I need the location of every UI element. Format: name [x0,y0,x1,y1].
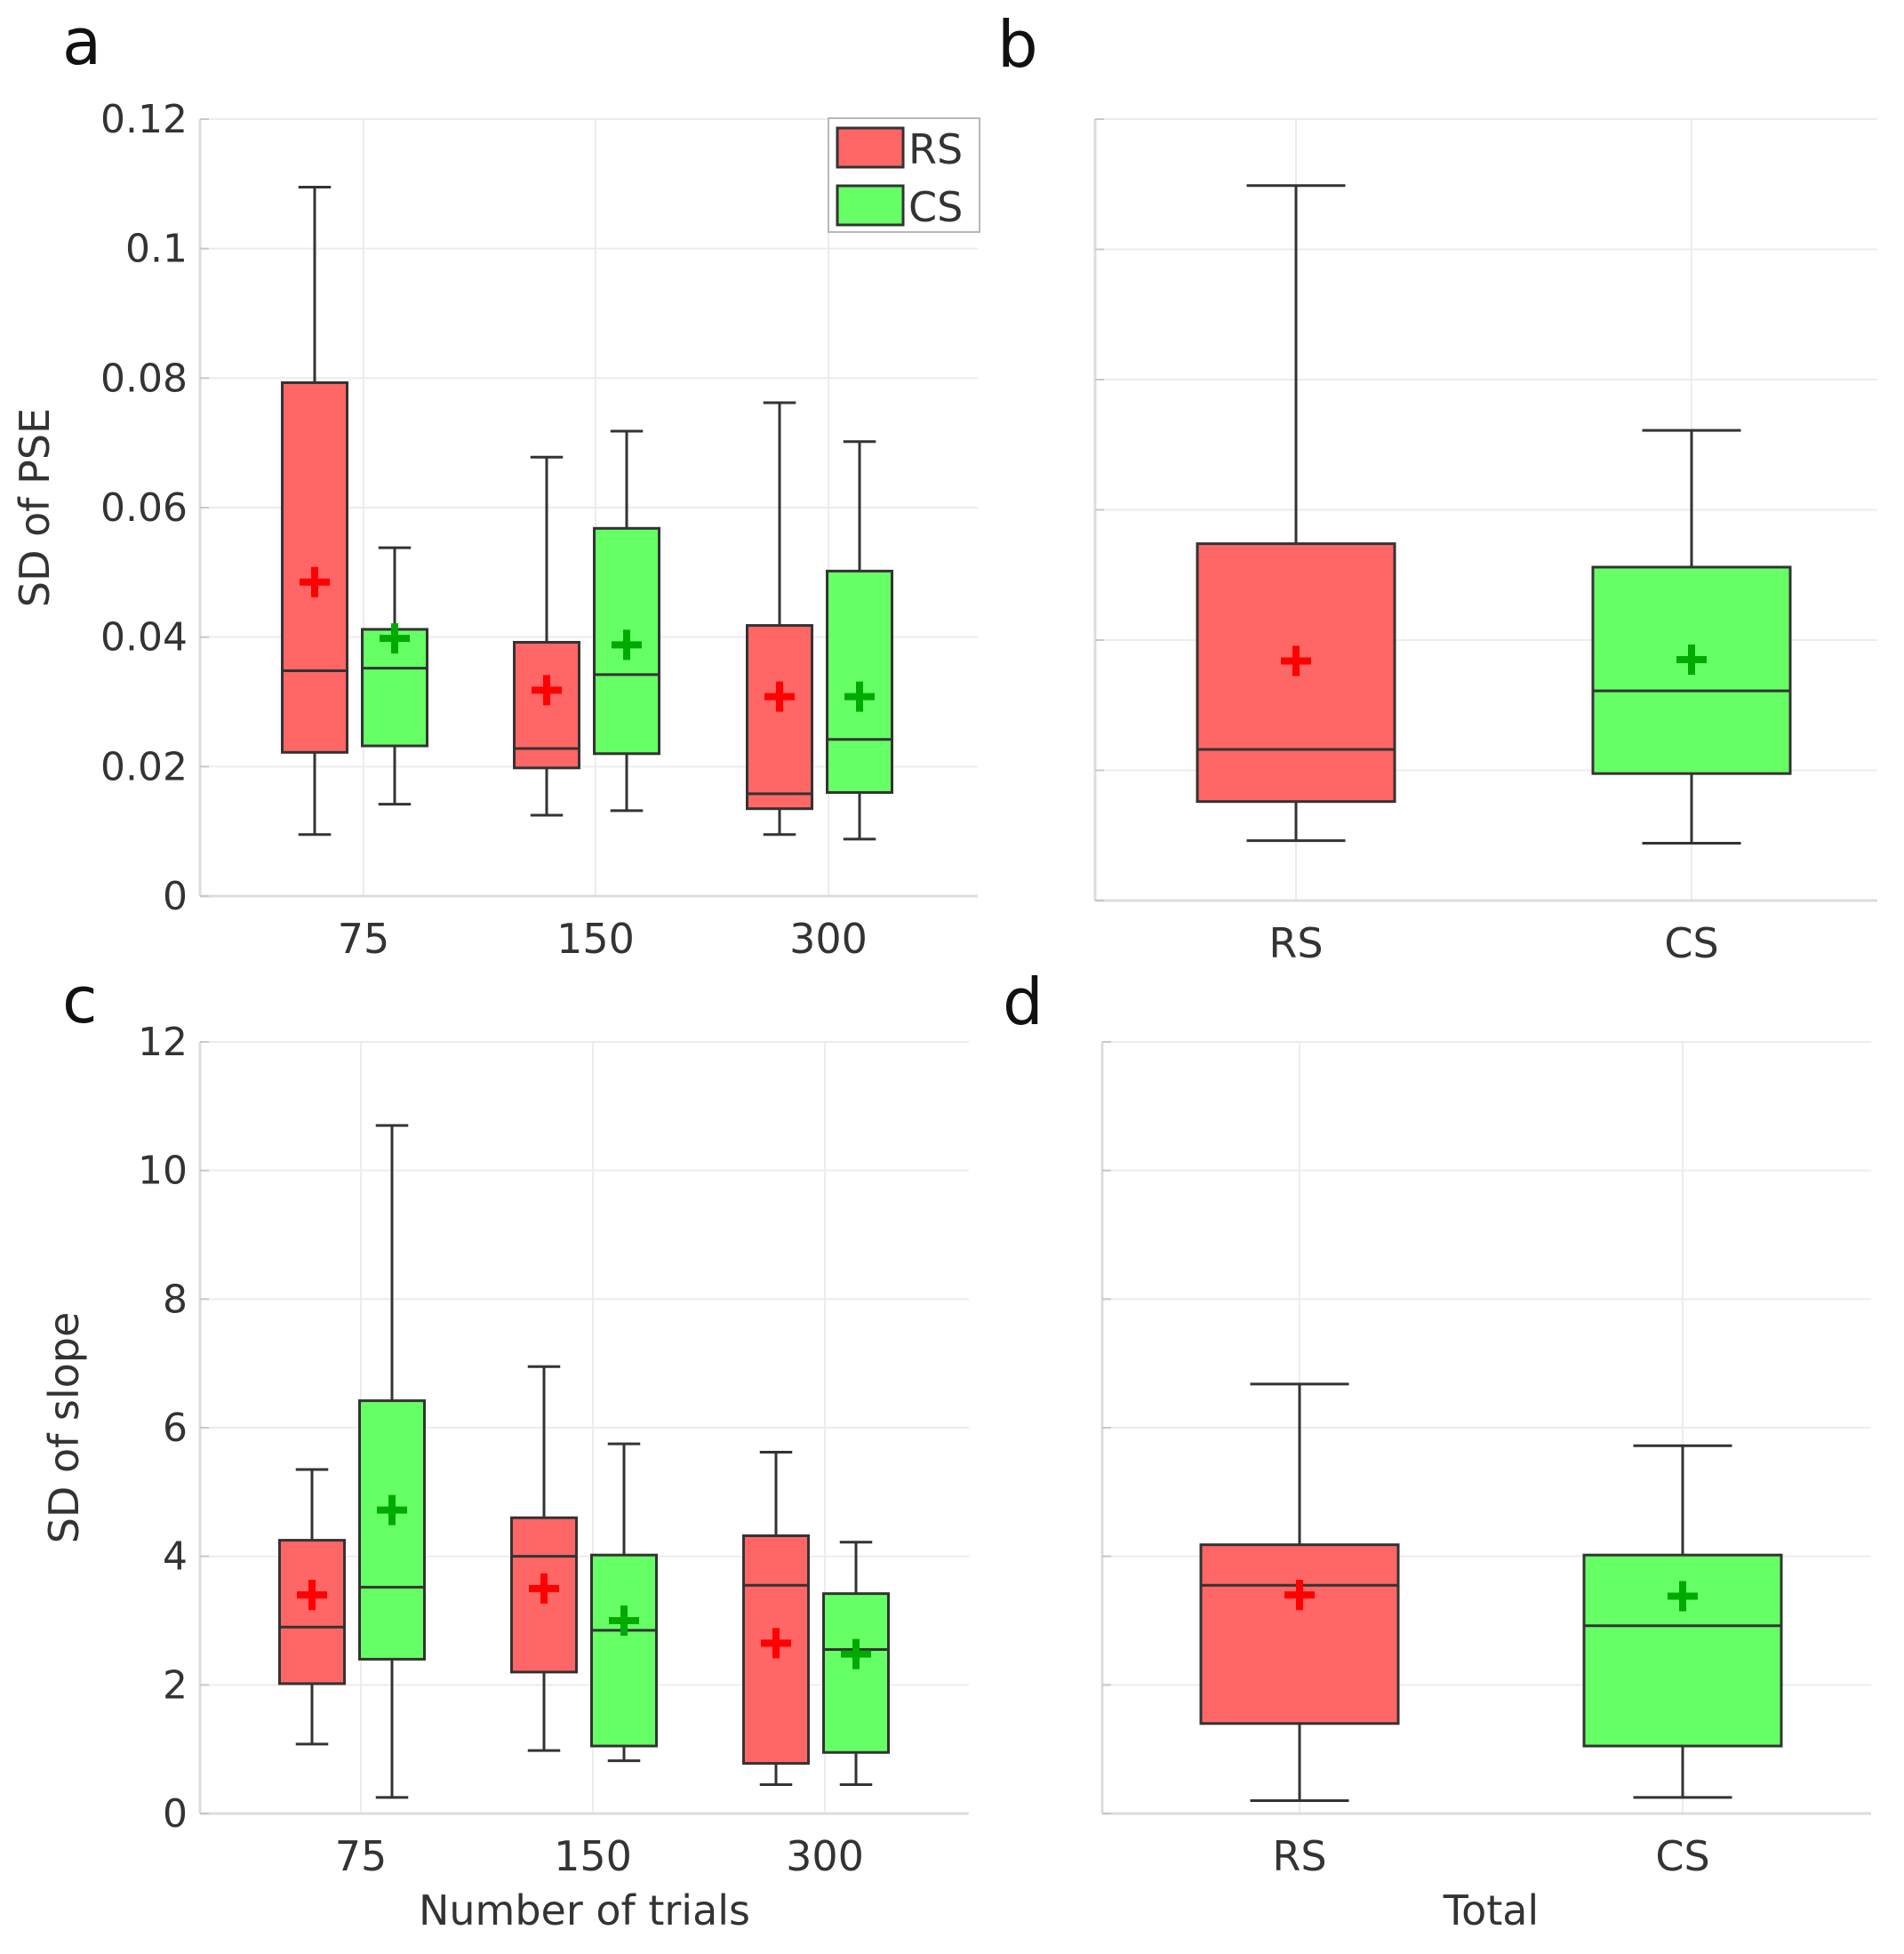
y-tick-label-a-1: 0.02 [100,744,188,789]
y-axis-title-c: SD of slope [40,1312,88,1544]
legend: RS CS [828,117,980,233]
mean-marker-a-rs-150 [532,675,562,706]
panel-label-d: d [1003,965,1044,1039]
panel-label-b: b [997,7,1038,82]
mean-marker-a-cs-150 [612,629,642,661]
x-tick-label-a-2: 300 [789,915,868,963]
mean-marker-c-cs-300 [841,1638,871,1670]
x-tick-label-b-1: CS [1664,919,1718,967]
mean-marker-c-rs-150 [529,1573,559,1604]
panel-d-chart: RS CS Total [1100,1041,1871,1934]
y-tick-label-c-2: 4 [163,1534,188,1580]
mean-marker-a-cs-75 [380,623,410,654]
x-tick-label-c-0: 75 [335,1832,388,1880]
y-tick-label-a-4: 0.08 [100,356,188,401]
box-c-cs-75 [358,1399,426,1661]
mean-marker-c-rs-300 [761,1628,791,1659]
box-c-cs-300 [822,1592,890,1754]
y-axis-title-a: SD of PSE [11,408,59,607]
panel-b-chart: RS CS [1093,118,1877,967]
y-tick-label-a-3: 0.06 [100,485,188,531]
mean-marker-c-cs-150 [609,1606,639,1636]
mean-marker-d-rs-rs [1284,1580,1315,1611]
x-tick-label-b-0: RS [1268,919,1323,967]
y-tick-label-a-6: 0.12 [100,97,188,142]
panel-c-chart: 0 2 4 6 8 10 12 75 150 300 SD of slope Number of tr… [40,1020,969,1934]
mean-marker-c-cs-75 [377,1494,407,1526]
panel-label-c: c [62,963,98,1037]
legend-swatch-cs [836,184,905,227]
x-tick-label-d-0: RS [1272,1832,1326,1880]
mean-marker-b-rs-rs [1281,645,1311,677]
x-axis-title-c: Number of trials [419,1886,750,1934]
x-tick-label-d-1: CS [1655,1832,1709,1880]
mean-marker-d-cs-cs [1668,1581,1698,1612]
y-tick-label-c-1: 2 [163,1662,188,1708]
mean-marker-a-rs-300 [764,681,795,712]
x-tick-label-a-1: 150 [556,915,635,963]
x-tick-label-a-0: 75 [338,915,390,963]
y-tick-label-c-6: 12 [138,1020,188,1065]
mean-marker-a-rs-75 [300,566,330,597]
x-tick-label-c-1: 150 [554,1832,632,1880]
box-c-rs-75 [278,1539,346,1686]
mean-marker-a-cs-300 [844,681,875,712]
box-d-rs-rs [1199,1543,1400,1726]
x-axis-title-d: Total [1443,1886,1539,1934]
y-tick-label-c-4: 8 [163,1277,188,1322]
y-tick-label-a-0: 0 [163,874,188,919]
y-tick-label-c-5: 10 [138,1149,188,1194]
y-tick-label-a-2: 0.04 [100,615,188,661]
y-tick-label-c-3: 6 [163,1405,188,1451]
box-c-cs-150 [590,1553,658,1748]
y-tick-label-c-0: 0 [163,1791,188,1837]
box-a-rs-300 [746,624,813,811]
x-tick-label-c-2: 300 [786,1832,864,1880]
panel-a-chart: 0 0.02 0.04 0.06 0.08 0.1 0.12 75 150 300 SD of PS… [11,97,978,963]
legend-label-rs: RS [908,125,963,173]
mean-marker-c-rs-75 [297,1580,327,1611]
mean-marker-b-cs-cs [1676,644,1707,675]
legend-label-cs: CS [908,183,963,231]
legend-swatch-rs [836,126,905,169]
panel-label-a: a [62,4,101,79]
y-tick-label-a-5: 0.1 [125,227,188,272]
